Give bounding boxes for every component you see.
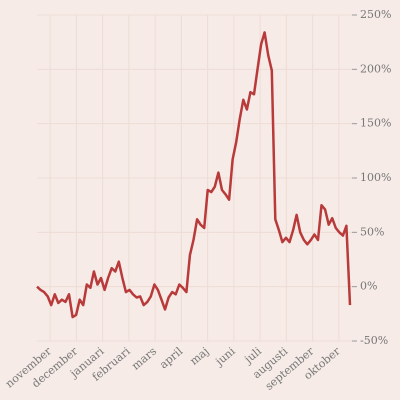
x-tick-label: juni — [212, 344, 238, 369]
y-tick-label: 150% — [360, 117, 391, 130]
y-tick-label: 100% — [360, 171, 391, 184]
y-tick-label: 0% — [360, 280, 377, 293]
line — [36, 31, 352, 319]
x-tick-label: april — [157, 344, 186, 371]
y-tick-label: 200% — [360, 62, 391, 75]
y-tick-label: -50% — [360, 334, 388, 347]
x-tick-label: mars — [129, 344, 159, 372]
x-tick-label: maj — [187, 345, 211, 368]
y-tick-label: 250% — [360, 8, 391, 21]
y-tick-label: 50% — [360, 225, 384, 238]
